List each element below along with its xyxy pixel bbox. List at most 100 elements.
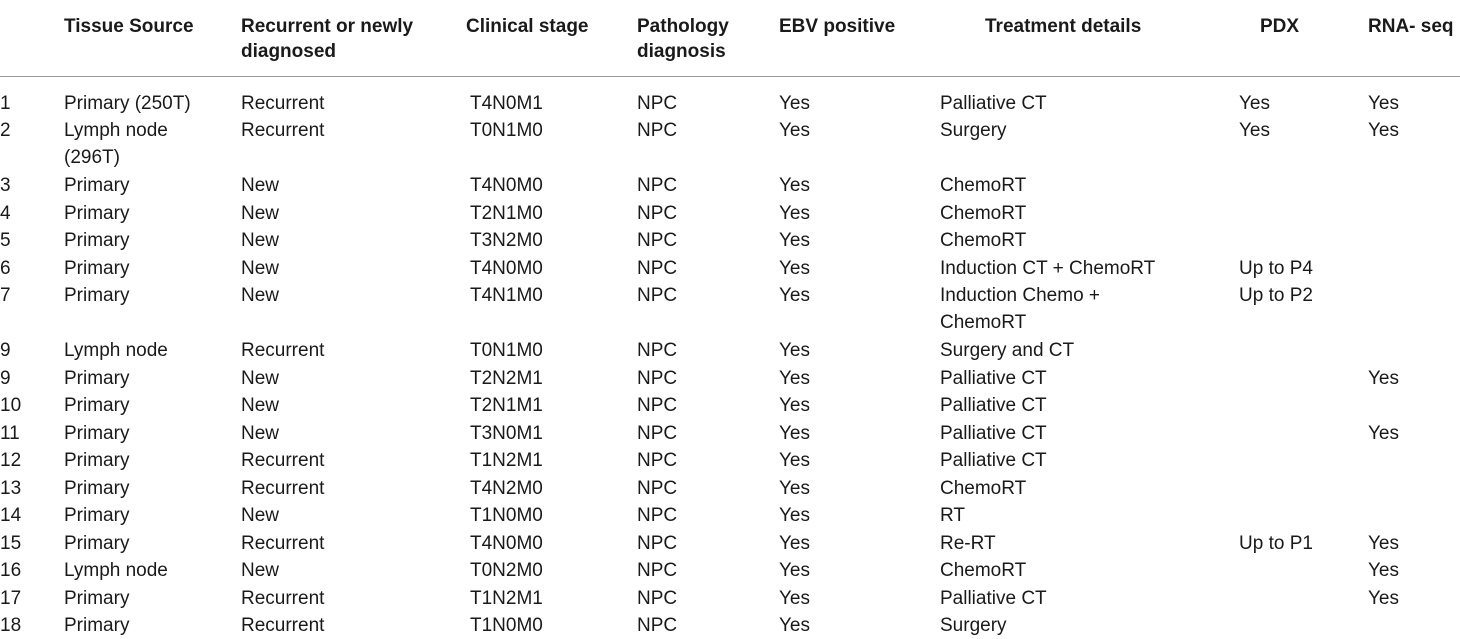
ebv-positive-cell: Yes <box>779 475 810 502</box>
cell-line: New <box>241 203 280 224</box>
cell-line: Primary <box>64 505 130 526</box>
tissue-source-header: Tissue Source <box>64 14 194 39</box>
treatment-details-cell: Palliative CT <box>940 420 1047 447</box>
cell-line: Yes <box>1368 560 1399 581</box>
cell-line: 6 <box>0 258 11 279</box>
row-index-cell: 13 <box>0 475 21 502</box>
cell-line: New <box>241 423 280 444</box>
cell-line: Primary (250T) <box>64 93 191 114</box>
row-index-cell: 14 <box>0 502 21 529</box>
treatment-details-cell: Palliative CT <box>940 90 1047 117</box>
pathology-diagnosis-header: Pathology diagnosis <box>637 14 729 64</box>
cell-line: Yes <box>779 560 810 581</box>
treatment-details-cell: RT <box>940 502 965 529</box>
cell-line: Palliative CT <box>940 450 1047 471</box>
cell-line: T4N0M0 <box>470 175 543 196</box>
pathology-diagnosis-cell: NPC <box>637 475 677 502</box>
cell-line: 9 <box>0 340 11 361</box>
cell-line: T1N2M1 <box>470 588 543 609</box>
clinical-stage-cell: T0N1M0 <box>470 117 543 144</box>
cell-line: NPC <box>637 450 678 471</box>
treatment-details-cell: Palliative CT <box>940 447 1047 474</box>
header-divider <box>0 76 1460 77</box>
cell-line: ChemoRT <box>940 230 1027 251</box>
clinical-stage-cell: T2N1M1 <box>470 392 543 419</box>
treatment-details-cell: Re-RT <box>940 530 996 557</box>
header-line: Clinical stage <box>466 16 589 37</box>
cell-line: Up to P1 <box>1239 533 1313 554</box>
cell-line: T2N1M0 <box>470 203 543 224</box>
cell-line: New <box>241 175 280 196</box>
treatment-details-cell: Palliative CT <box>940 365 1047 392</box>
clinical-stage-cell: T3N2M0 <box>470 227 543 254</box>
cell-line: Yes <box>779 615 810 636</box>
cell-line: T0N1M0 <box>470 340 543 361</box>
cell-line: Induction Chemo + <box>940 285 1101 306</box>
ebv-positive-cell: Yes <box>779 365 810 392</box>
cell-line: Yes <box>1368 368 1399 389</box>
cell-line: Recurrent <box>241 450 325 471</box>
cell-line: New <box>241 395 280 416</box>
row-index-cell: 1 <box>0 90 11 117</box>
pdx-cell: Up to P1 <box>1239 530 1313 557</box>
cell-line: 4 <box>0 203 11 224</box>
cell-line: NPC <box>637 230 678 251</box>
cell-line: Yes <box>779 478 810 499</box>
cell-line: Primary <box>64 258 130 279</box>
cell-line: Re-RT <box>940 533 996 554</box>
tissue-source-cell: Primary <box>64 420 129 447</box>
cell-line: Up to P4 <box>1239 258 1313 279</box>
clinical-stage-cell: T2N2M1 <box>470 365 543 392</box>
treatment-details-cell: Induction CT + ChemoRT <box>940 255 1155 282</box>
pathology-diagnosis-cell: NPC <box>637 557 677 584</box>
clinical-stage-header: Clinical stage <box>466 14 589 39</box>
cell-line: New <box>241 285 280 306</box>
cell-line: NPC <box>637 560 678 581</box>
cell-line: 16 <box>0 560 22 581</box>
row-index-cell: 6 <box>0 255 11 282</box>
cell-line: Surgery <box>940 120 1007 141</box>
cell-line: ChemoRT <box>940 478 1027 499</box>
cell-line: ChemoRT <box>940 203 1027 224</box>
cell-line: Yes <box>779 588 810 609</box>
cell-line: Yes <box>779 505 810 526</box>
tissue-source-cell: Primary <box>64 585 129 612</box>
cell-line: T2N1M1 <box>470 395 543 416</box>
row-index-cell: 17 <box>0 585 21 612</box>
cell-line: 14 <box>0 505 22 526</box>
header-line: Tissue Source <box>64 16 194 37</box>
clinical-stage-cell: T4N0M0 <box>470 172 543 199</box>
header-line: Recurrent or newly <box>241 16 414 37</box>
cell-line: 7 <box>0 285 11 306</box>
cell-line: NPC <box>637 588 678 609</box>
recurrent-or-new-cell: Recurrent <box>241 585 324 612</box>
cell-line: NPC <box>637 368 678 389</box>
cell-line: Lymph node <box>64 560 168 581</box>
cell-line: NPC <box>637 395 678 416</box>
cell-line: Palliative CT <box>940 423 1047 444</box>
row-index-cell: 10 <box>0 392 21 419</box>
rna-seq-cell: Yes <box>1368 420 1399 447</box>
treatment-details-cell: ChemoRT <box>940 227 1026 254</box>
clinical-stage-cell: T1N2M1 <box>470 447 543 474</box>
cell-line: 1 <box>0 93 11 114</box>
cell-line: Recurrent <box>241 120 325 141</box>
clinical-stage-cell: T2N1M0 <box>470 200 543 227</box>
cell-line: NPC <box>637 93 678 114</box>
pdx-cell: Up to P2 <box>1239 282 1313 309</box>
cell-line: 12 <box>0 450 22 471</box>
cell-line: NPC <box>637 505 678 526</box>
pathology-diagnosis-cell: NPC <box>637 365 677 392</box>
cell-line: T3N2M0 <box>470 230 543 251</box>
cell-line: Yes <box>1368 120 1399 141</box>
tissue-source-cell: Primary <box>64 530 129 557</box>
cell-line: New <box>241 230 280 251</box>
cell-line: T0N1M0 <box>470 120 543 141</box>
cell-line: 5 <box>0 230 11 251</box>
pathology-diagnosis-cell: NPC <box>637 200 677 227</box>
pathology-diagnosis-cell: NPC <box>637 612 677 639</box>
cell-line: Recurrent <box>241 340 325 361</box>
cell-line: T4N0M0 <box>470 533 543 554</box>
rna-seq-header: RNA- seq <box>1368 14 1454 39</box>
cell-line: NPC <box>637 175 678 196</box>
